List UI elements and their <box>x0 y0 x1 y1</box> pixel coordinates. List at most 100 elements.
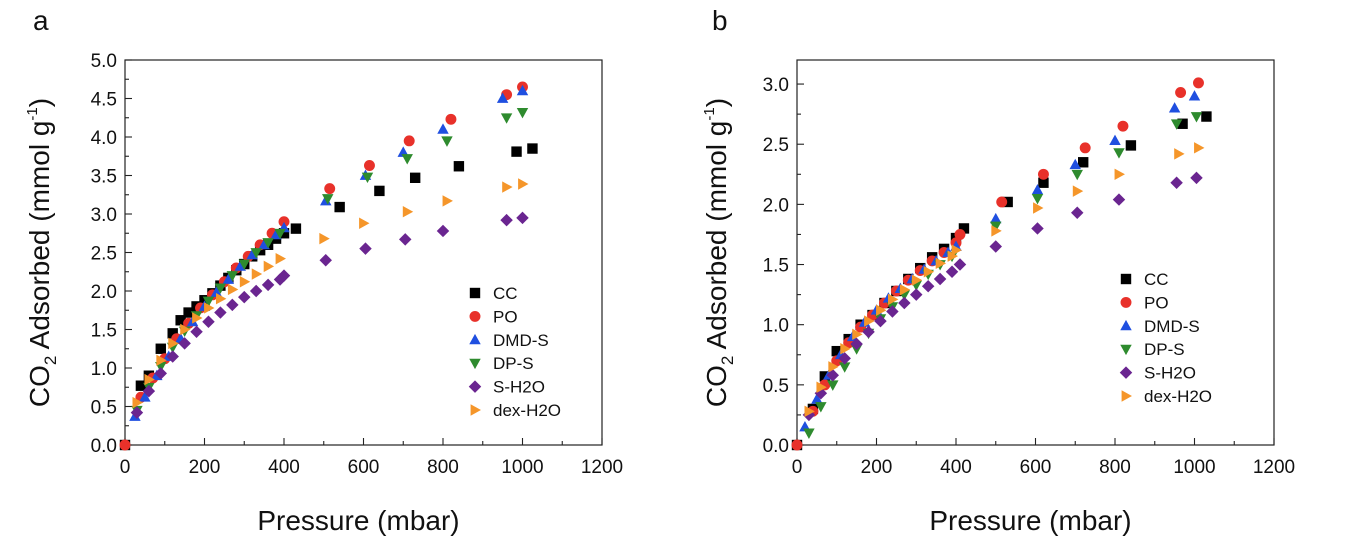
data-point <box>1109 134 1121 146</box>
legend-label: DP-S <box>1144 340 1185 359</box>
data-point <box>1069 158 1081 170</box>
data-point <box>500 213 513 227</box>
y-tick-label: 2.0 <box>91 282 117 303</box>
data-point <box>119 439 131 451</box>
data-point <box>183 307 194 318</box>
data-point <box>222 273 235 284</box>
legend-label: DMD-S <box>493 331 549 350</box>
data-point <box>180 323 191 336</box>
data-point <box>442 195 453 207</box>
y-axis-title: CO2 Adsorbed (mmol g-1) <box>701 98 737 407</box>
data-point <box>887 293 899 306</box>
series-dmd-s <box>129 84 529 421</box>
data-point <box>921 279 935 293</box>
x-tick-label: 800 <box>427 457 459 478</box>
data-point <box>226 271 239 282</box>
legend-marker-s-h2o <box>468 380 482 393</box>
data-point <box>816 381 827 393</box>
y-tick-label: 0.0 <box>91 436 117 457</box>
data-point <box>990 212 1002 224</box>
legend: CC PO DMD-S DP-S S-H2O dex-H2O <box>468 284 561 420</box>
legend-marker-s-h2o <box>1119 366 1133 379</box>
x-tick-label: 0 <box>792 457 803 478</box>
y-tick-label: 0.5 <box>91 398 117 419</box>
y-tick-label: 1.5 <box>763 256 789 277</box>
data-point <box>1175 87 1187 98</box>
data-point <box>911 274 923 286</box>
data-point <box>168 337 179 350</box>
data-point <box>791 439 803 451</box>
data-point <box>1170 119 1183 130</box>
data-point <box>1193 77 1204 89</box>
data-point <box>502 181 513 193</box>
chart-panel-b: b 0 200 400 600 800 1000 1200 0.0 0.5 1.0 1.5 2.0 2.5… <box>701 5 1295 536</box>
data-point <box>923 266 935 278</box>
data-point <box>953 258 967 271</box>
y-tick-label: 1.0 <box>91 359 117 380</box>
data-point <box>1190 171 1203 185</box>
data-point <box>838 352 851 365</box>
data-point <box>864 315 875 327</box>
data-point <box>951 244 962 256</box>
data-point <box>192 312 203 324</box>
data-point <box>249 284 263 298</box>
legend-marker-dp-s <box>1120 344 1132 356</box>
chart-panel-a: a 0 200 400 600 800 1000 1200 0.0 0.5 1.0 1.5 2.0 2.5… <box>24 5 623 536</box>
data-point <box>437 123 449 134</box>
data-point <box>139 391 151 402</box>
data-point <box>402 205 414 218</box>
y-tick-label: 3.5 <box>91 167 117 188</box>
data-point <box>278 216 290 228</box>
data-point <box>409 172 421 184</box>
data-point <box>811 393 823 404</box>
data-point <box>899 284 911 296</box>
data-point <box>441 136 453 147</box>
legend: CC PO DMD-S DP-S S-H2O dex-H2O <box>1119 270 1212 406</box>
data-point <box>933 272 947 286</box>
data-point <box>275 252 287 265</box>
y-tick-label: 0.0 <box>763 436 789 457</box>
data-point <box>804 405 815 418</box>
legend-label: DP-S <box>493 354 534 373</box>
legend-marker-dmd-s <box>1120 319 1132 331</box>
data-point <box>210 286 223 297</box>
data-point <box>1033 202 1044 214</box>
data-point <box>1190 112 1203 123</box>
data-point <box>324 183 336 195</box>
data-point <box>886 305 899 318</box>
data-point <box>178 337 191 350</box>
data-point <box>1125 140 1137 151</box>
data-point <box>1071 169 1083 181</box>
data-point <box>359 217 370 229</box>
data-point <box>1194 142 1205 154</box>
data-point <box>898 296 911 310</box>
data-point <box>840 343 851 355</box>
data-point <box>803 428 815 439</box>
data-point <box>989 240 1002 253</box>
x-tick-label: 600 <box>1020 457 1052 478</box>
series-po <box>119 81 528 451</box>
data-point <box>1038 177 1049 188</box>
x-tick-label: 400 <box>268 457 300 478</box>
y-tick-label: 2.5 <box>91 244 117 265</box>
data-point <box>850 337 863 351</box>
data-point <box>826 368 840 382</box>
data-point <box>990 221 1002 233</box>
data-point <box>202 296 215 307</box>
x-tick-label: 200 <box>189 457 221 478</box>
x-tick-label: 400 <box>940 457 972 478</box>
y-tick-label: 5.0 <box>91 51 117 72</box>
data-point <box>1031 193 1044 205</box>
data-point <box>166 350 179 363</box>
y-tick-label: 1.0 <box>763 316 789 337</box>
data-point <box>1070 206 1084 220</box>
data-point <box>263 260 275 273</box>
panel-label: a <box>33 5 49 36</box>
data-point <box>319 253 332 267</box>
y-tick-label: 3.0 <box>763 75 789 96</box>
data-point <box>1114 168 1125 181</box>
legend-marker-dex-h2o <box>470 404 481 416</box>
x-tick-label: 1200 <box>1253 457 1295 478</box>
data-point <box>190 325 203 339</box>
